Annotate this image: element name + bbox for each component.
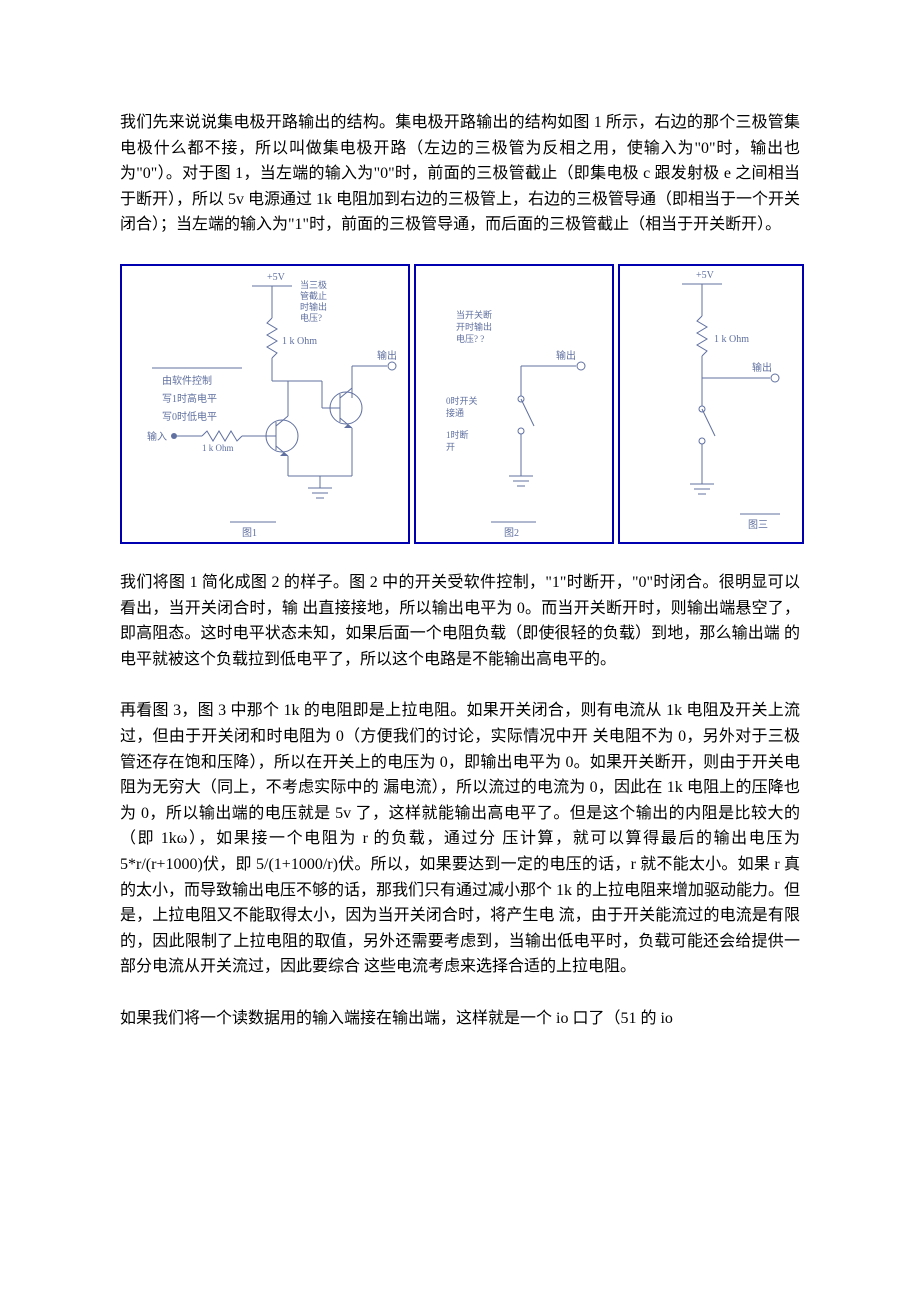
- svg-text:电压?: 电压?: [300, 312, 322, 323]
- fig3-voltage: +5V: [696, 270, 715, 281]
- fig2-sw1a: 1时断: [446, 429, 469, 440]
- paragraph-4: 如果我们将一个读数据用的输入端接在输出端，这样就是一个 io 口了（51 的 i…: [120, 1006, 800, 1032]
- fig1-write1: 写1时高电平: [162, 392, 217, 405]
- paragraph-2: 我们将图 1 简化成图 2 的样子。图 2 中的开关受软件控制，"1"时断开，"…: [120, 570, 800, 672]
- svg-text:时输出: 时输出: [300, 301, 327, 312]
- figure-3-svg: +5V 1 k Ohm 输出: [620, 266, 802, 542]
- fig2-note: 当开关断: [456, 309, 492, 320]
- figure-1-svg: +5V 当三极 管截止 时输出 电压? 1 k Ohm 输出: [122, 266, 408, 542]
- fig1-note: 当三极: [300, 279, 327, 290]
- fig1-voltage: +5V: [267, 272, 286, 283]
- paragraph-3: 再看图 3，图 3 中那个 1k 的电阻即是上拉电阻。如果开关闭合，则有电流从 …: [120, 698, 800, 980]
- svg-text:管截止: 管截止: [300, 290, 327, 301]
- fig3-caption: 图三: [748, 519, 768, 531]
- figure-2-svg: 当开关断 开时输出 电压? ? 输出 0时开关 接通 1时断 开: [416, 266, 612, 542]
- figure-2: 当开关断 开时输出 电压? ? 输出 0时开关 接通 1时断 开: [414, 264, 614, 544]
- paragraph-1: 我们先来说说集电极开路输出的结构。集电极开路输出的结构如图 1 所示，右边的那个…: [120, 110, 800, 238]
- document-page: 我们先来说说集电极开路输出的结构。集电极开路输出的结构如图 1 所示，右边的那个…: [0, 0, 920, 1071]
- fig1-caption: 图1: [242, 527, 257, 539]
- fig1-output: 输出: [377, 349, 397, 362]
- figure-1: +5V 当三极 管截止 时输出 电压? 1 k Ohm 输出: [120, 264, 410, 544]
- diagram-figures: +5V 当三极 管截止 时输出 电压? 1 k Ohm 输出: [120, 264, 800, 544]
- svg-text:开时输出: 开时输出: [456, 321, 492, 332]
- fig2-output: 输出: [556, 349, 576, 362]
- fig1-resistor: 1 k Ohm: [282, 336, 317, 347]
- fig1-control: 由软件控制: [162, 374, 212, 387]
- svg-text:接通: 接通: [446, 407, 464, 418]
- svg-text:开: 开: [446, 442, 455, 452]
- svg-text:电压? ?: 电压? ?: [456, 333, 484, 344]
- fig2-caption: 图2: [504, 527, 519, 539]
- figure-3: +5V 1 k Ohm 输出: [618, 264, 804, 544]
- fig3-resistor: 1 k Ohm: [714, 334, 749, 345]
- fig1-write0: 写0时低电平: [162, 410, 217, 423]
- fig1-input: 输入: [147, 430, 167, 443]
- fig1-input-r: 1 k Ohm: [202, 443, 234, 453]
- fig2-sw0a: 0时开关: [446, 395, 478, 406]
- fig3-output: 输出: [752, 361, 772, 374]
